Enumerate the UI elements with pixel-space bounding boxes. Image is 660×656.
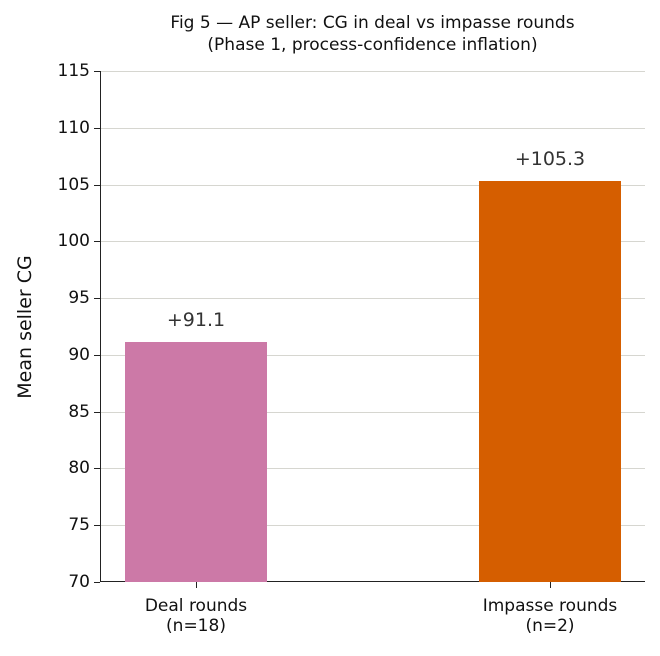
gridline xyxy=(100,241,645,243)
bar-0 xyxy=(125,342,267,582)
gridline xyxy=(100,525,645,527)
bar-value-label: +91.1 xyxy=(166,309,226,332)
y-tick-label: 75 xyxy=(68,515,90,536)
plot-area: +91.1 +105.3 xyxy=(94,71,645,588)
y-tick xyxy=(94,582,100,583)
y-tick xyxy=(94,71,100,72)
y-tick-label: 70 xyxy=(68,572,90,592)
x-axis-line xyxy=(100,581,645,582)
gridline xyxy=(100,298,645,300)
y-tick-label: 85 xyxy=(68,401,90,422)
gridline xyxy=(100,411,645,413)
y-tick-label: 115 xyxy=(57,61,90,81)
y-tick-label: 100 xyxy=(57,231,90,252)
gridline xyxy=(100,71,645,72)
gridline xyxy=(100,468,645,470)
y-tick xyxy=(94,241,100,243)
bar-1 xyxy=(479,181,621,582)
y-tick-label: 95 xyxy=(68,288,90,309)
y-axis-line xyxy=(100,71,101,582)
x-tick-label-line: (n=18) xyxy=(166,616,226,636)
y-tick xyxy=(94,525,100,527)
y-axis-label: Mean seller CG xyxy=(14,255,36,399)
y-tick xyxy=(94,127,100,129)
y-tick-label: 110 xyxy=(57,117,90,138)
x-tick xyxy=(196,582,197,588)
x-tick-label: Deal rounds (n=18) xyxy=(96,596,296,636)
y-tick-label: 90 xyxy=(68,344,90,365)
y-tick xyxy=(94,354,100,356)
chart-title: Fig 5 — AP seller: CG in deal vs impasse… xyxy=(100,12,645,56)
y-tick-label: 105 xyxy=(57,174,90,195)
gridline xyxy=(100,354,645,356)
bar-value-label: +105.3 xyxy=(514,148,586,171)
y-tick xyxy=(94,298,100,300)
y-tick xyxy=(94,468,100,470)
chart-subtitle: (Phase 1, process-confidence inflation) xyxy=(207,35,538,55)
x-tick xyxy=(550,582,551,588)
chart-title-line1: Fig 5 — AP seller: CG in deal vs impasse… xyxy=(170,13,575,33)
x-tick-label: Impasse rounds (n=2) xyxy=(450,596,650,636)
x-tick-label-line: Impasse rounds xyxy=(482,596,618,616)
gridline xyxy=(100,127,645,129)
gridline xyxy=(100,184,645,186)
y-tick-label: 80 xyxy=(68,458,90,479)
y-tick xyxy=(94,411,100,413)
y-tick xyxy=(94,184,100,186)
x-tick-label-line: Deal rounds xyxy=(144,596,248,616)
x-tick-label-line: (n=2) xyxy=(525,616,575,636)
